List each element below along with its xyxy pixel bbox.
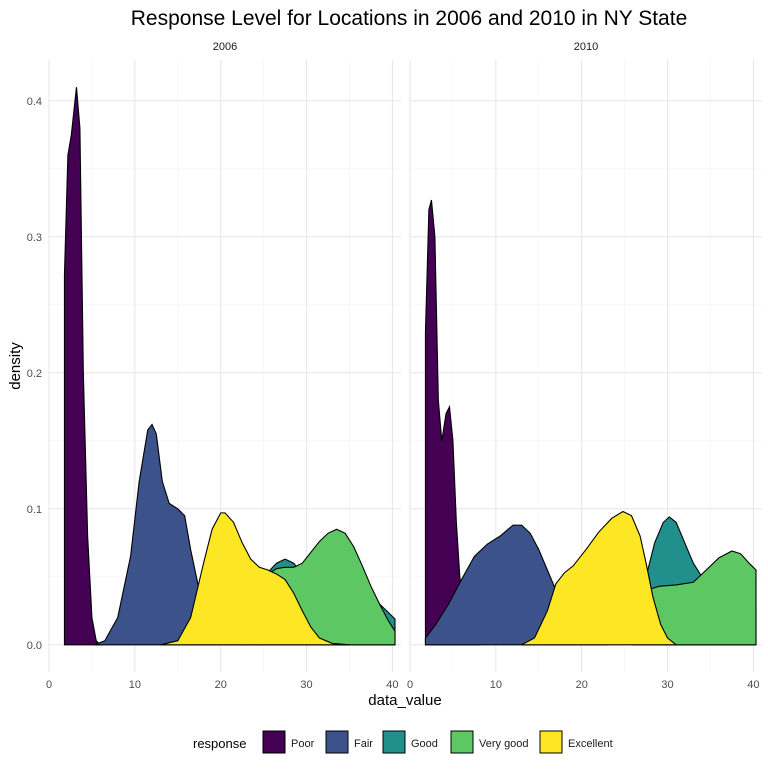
x-axis-title: data_value: [368, 692, 441, 709]
legend-key-very-good: [450, 730, 474, 754]
legend: response Poor Fair Good Very good Excellent: [193, 730, 613, 754]
x-tick-label: 0: [407, 679, 413, 691]
legend-key-excellent: [539, 730, 563, 754]
legend-label-poor: Poor: [291, 738, 315, 750]
facet-panels: 2006 0 10 20 30 40 0.0 0.1 0.2 0.3 0.4 2010 0 10 20 30 4…: [27, 41, 762, 691]
y-tick-label: 0.2: [27, 368, 42, 380]
density-excellent-2010: [521, 510, 678, 646]
legend-title: response: [193, 736, 246, 751]
y-tick-label: 0.3: [27, 232, 42, 244]
legend-key-fair: [325, 730, 349, 754]
x-tick-label: 40: [747, 679, 759, 691]
y-axis-title: density: [7, 342, 24, 390]
legend-label-good: Good: [411, 738, 438, 750]
legend-key-poor: [262, 730, 286, 754]
facet-label-2010: 2010: [574, 41, 598, 53]
density-very-good-2010: [632, 550, 757, 646]
x-tick-label: 30: [661, 679, 673, 691]
x-tick-label: 10: [129, 679, 141, 691]
x-tick-label: 40: [386, 679, 398, 691]
legend-label-excellent: Excellent: [568, 738, 613, 750]
density-excellent-2006: [160, 512, 350, 646]
x-tick-label: 30: [300, 679, 312, 691]
y-tick-label: 0.4: [27, 96, 42, 108]
legend-label-very-good: Very good: [479, 738, 529, 750]
panel-2006: 2006 0 10 20 30 40 0.0 0.1 0.2 0.3 0.4: [27, 41, 401, 691]
x-tick-label: 20: [576, 679, 588, 691]
x-tick-label: 10: [490, 679, 502, 691]
y-tick-label: 0.1: [27, 504, 42, 516]
facet-label-2006: 2006: [213, 41, 237, 53]
x-tick-label: 20: [215, 679, 227, 691]
legend-label-fair: Fair: [354, 738, 373, 750]
legend-key-good: [382, 730, 406, 754]
x-tick-label: 0: [46, 679, 52, 691]
panel-2010: 2010 0 10 20 30 40: [407, 41, 762, 691]
y-tick-label: 0.0: [27, 640, 42, 652]
density-poor-2006: [63, 87, 102, 646]
chart-title: Response Level for Locations in 2006 and…: [131, 7, 688, 30]
